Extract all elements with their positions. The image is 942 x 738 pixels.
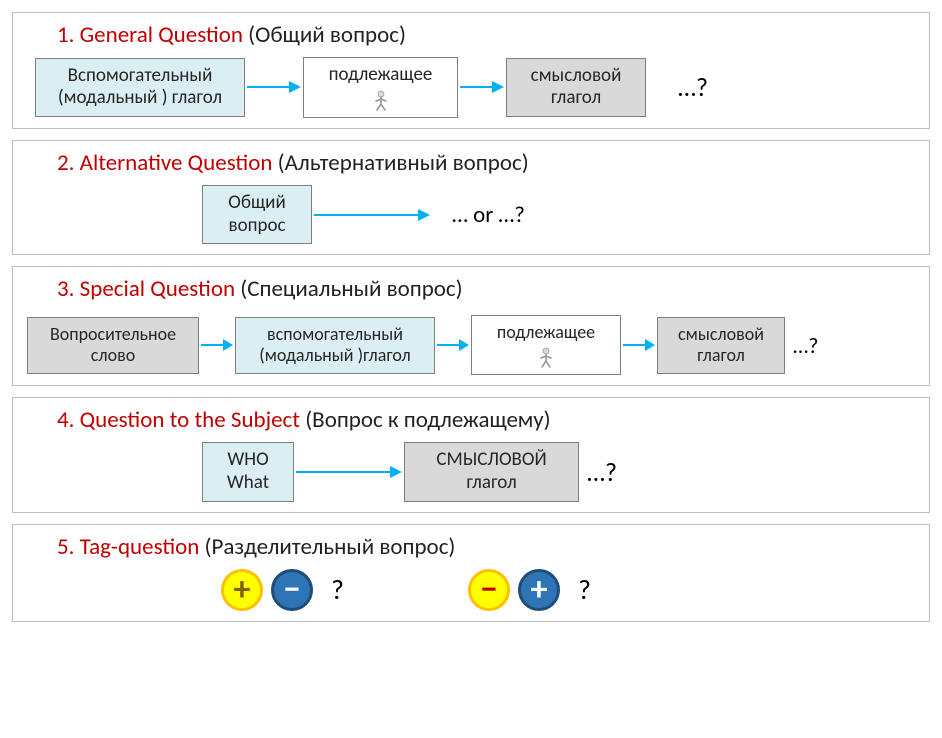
flow-row: Вопросительное слово вспомогательный (мо… bbox=[27, 315, 915, 375]
box-subject: подлежащее bbox=[303, 57, 458, 118]
arrow-icon bbox=[435, 336, 471, 354]
person-icon bbox=[534, 346, 558, 368]
arrow-icon bbox=[312, 206, 432, 224]
box-line: WHO bbox=[227, 449, 268, 472]
minus-circle-icon: − bbox=[271, 569, 313, 611]
tail-text: …? bbox=[678, 71, 708, 103]
box-line: смысловой bbox=[531, 65, 622, 88]
box-line: глагол bbox=[697, 345, 745, 367]
box-general-q: Общий вопрос bbox=[202, 185, 312, 245]
title-number: 5. bbox=[57, 533, 74, 561]
box-line: подлежащее bbox=[329, 64, 433, 87]
section-title: 4. Question to the Subject (Вопрос к под… bbox=[57, 406, 915, 434]
title-ru: (Разделительный вопрос) bbox=[205, 533, 456, 561]
arrow-icon bbox=[621, 336, 657, 354]
box-main-verb: смысловой глагол bbox=[506, 58, 646, 118]
box-line: глагол bbox=[551, 87, 601, 110]
tail-text: …? bbox=[793, 332, 818, 359]
title-number: 2. bbox=[57, 149, 74, 177]
title-en: Special Question bbox=[80, 275, 235, 303]
box-aux-verb: вспомогательный (модальный )глагол bbox=[235, 317, 435, 374]
box-line: подлежащее bbox=[497, 322, 595, 344]
box-line: вопрос bbox=[228, 215, 285, 238]
title-ru: (Вопрос к подлежащему) bbox=[305, 406, 550, 434]
title-ru: (Общий вопрос) bbox=[248, 21, 406, 49]
plus-circle-icon: + bbox=[221, 569, 263, 611]
box-line: СМЫСЛОВОЙ bbox=[436, 449, 546, 472]
title-en: Question to the Subject bbox=[80, 406, 300, 434]
section-alternative-question: 2. Alternative Question (Альтернативный … bbox=[12, 140, 930, 256]
question-mark: ? bbox=[578, 572, 591, 607]
arrow-icon bbox=[199, 336, 235, 354]
section-title: 2. Alternative Question (Альтернативный … bbox=[57, 149, 915, 177]
flow-row: WHO What СМЫСЛОВОЙ глагол …? bbox=[202, 442, 915, 502]
section-title: 1. General Question (Общий вопрос) bbox=[57, 21, 915, 49]
box-subject: подлежащее bbox=[471, 315, 621, 375]
title-number: 4. bbox=[57, 406, 74, 434]
box-line: What bbox=[227, 472, 269, 495]
title-number: 1. bbox=[57, 21, 74, 49]
section-subject-question: 4. Question to the Subject (Вопрос к под… bbox=[12, 397, 930, 513]
arrow-icon bbox=[458, 78, 506, 96]
title-number: 3. bbox=[57, 275, 74, 303]
tail-text: …? bbox=[587, 456, 617, 488]
box-line: вспомогательный bbox=[267, 324, 403, 346]
box-line: глагол bbox=[466, 472, 516, 495]
box-who-what: WHO What bbox=[202, 442, 294, 502]
minus-circle-icon: − bbox=[468, 569, 510, 611]
box-line: смысловой bbox=[678, 324, 764, 346]
box-line: слово bbox=[91, 345, 135, 367]
person-icon bbox=[369, 89, 393, 111]
title-en: Alternative Question bbox=[80, 149, 273, 177]
arrow-icon bbox=[245, 78, 303, 96]
box-aux-verb: Вспомогательный (модальный ) глагол bbox=[35, 58, 245, 118]
section-title: 5. Tag-question (Разделительный вопрос) bbox=[57, 533, 915, 561]
question-mark: ? bbox=[331, 572, 344, 607]
box-line: (модальный ) глагол bbox=[58, 87, 222, 110]
title-en: Tag-question bbox=[80, 533, 200, 561]
section-tag-question: 5. Tag-question (Разделительный вопрос) … bbox=[12, 524, 930, 622]
tag-group-2: − + ? bbox=[464, 569, 591, 611]
section-general-question: 1. General Question (Общий вопрос) Вспом… bbox=[12, 12, 930, 129]
section-title: 3. Special Question (Специальный вопрос) bbox=[57, 275, 915, 303]
flow-row: Общий вопрос … or …? bbox=[202, 185, 915, 245]
box-line: Общий bbox=[228, 192, 285, 215]
box-line: Вопросительное bbox=[50, 324, 176, 346]
plus-circle-icon: + bbox=[518, 569, 560, 611]
title-ru: (Альтернативный вопрос) bbox=[278, 149, 529, 177]
section-special-question: 3. Special Question (Специальный вопрос)… bbox=[12, 266, 930, 386]
tag-row: + − ? − + ? bbox=[217, 569, 915, 611]
arrow-icon bbox=[294, 463, 404, 481]
box-main-verb: смысловой глагол bbox=[657, 317, 785, 374]
flow-row: Вспомогательный (модальный ) глагол подл… bbox=[35, 57, 915, 118]
box-wh-word: Вопросительное слово bbox=[27, 317, 199, 374]
box-line: (модальный )глагол bbox=[259, 345, 410, 367]
title-en: General Question bbox=[80, 21, 243, 49]
box-main-verb: СМЫСЛОВОЙ глагол bbox=[404, 442, 579, 502]
box-line: Вспомогательный bbox=[68, 65, 213, 88]
title-ru: (Специальный вопрос) bbox=[240, 275, 462, 303]
tail-text: … or …? bbox=[452, 201, 525, 229]
tag-group-1: + − ? bbox=[217, 569, 344, 611]
